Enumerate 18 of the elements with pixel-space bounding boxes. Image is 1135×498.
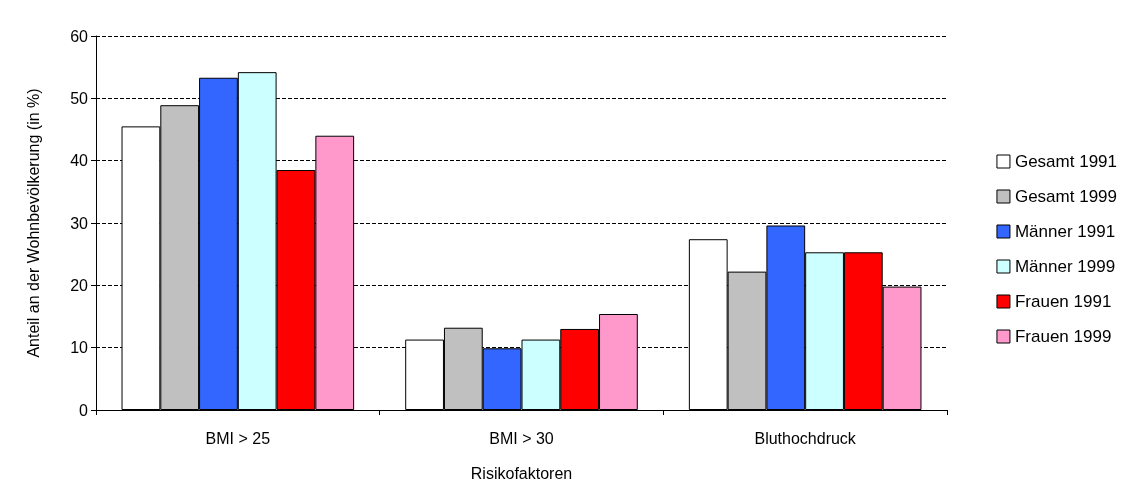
x-tick-label: Bluthochdruck	[754, 429, 857, 447]
legend-label: Frauen 1999	[1014, 327, 1112, 346]
legend-label: Frauen 1991	[1014, 292, 1112, 311]
x-tick-label: BMI > 25	[205, 429, 271, 447]
legend-label: Gesamt 1991	[1014, 152, 1117, 171]
y-tick-label: 20	[70, 276, 89, 294]
legend-label: Männer 1999	[1014, 257, 1116, 276]
x-tick-label: BMI > 30	[489, 429, 554, 447]
y-tick-label: 50	[70, 89, 89, 107]
y-tick-label: 30	[70, 214, 89, 232]
y-tick-label: 60	[70, 27, 89, 45]
y-tick-label: 0	[79, 401, 89, 419]
y-tick-label: 40	[70, 152, 89, 170]
y-axis-title: Anteil an der Wohnbevölkerung (in %)	[24, 88, 42, 358]
x-axis-title: Risikofaktoren	[470, 464, 573, 482]
legend-label: Gesamt 1999	[1014, 187, 1117, 206]
y-tick-label: 10	[70, 339, 89, 357]
legend-label: Männer 1991	[1014, 222, 1116, 241]
